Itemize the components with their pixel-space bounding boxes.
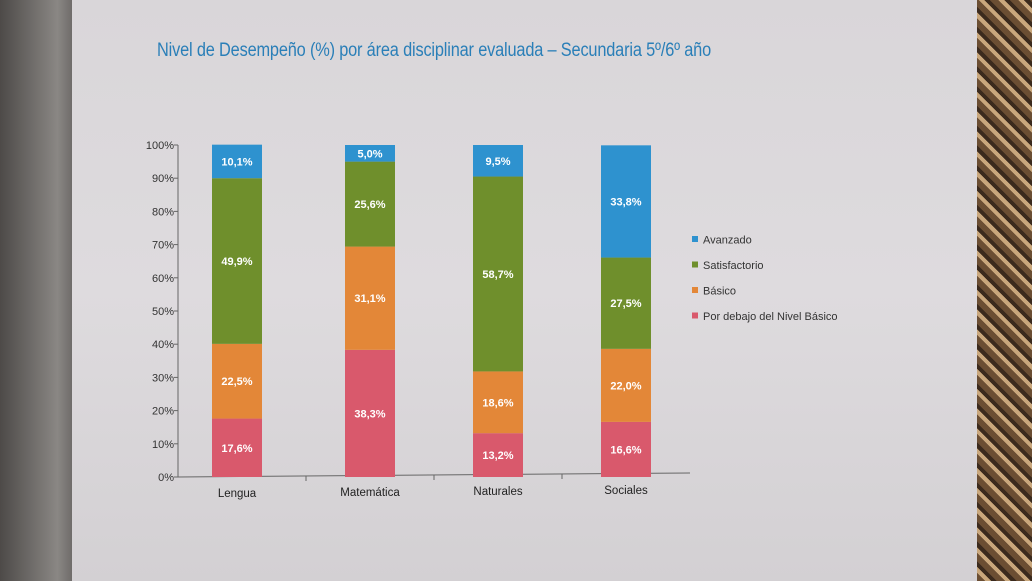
bar-segment: [473, 371, 523, 434]
bar-segment: [345, 161, 395, 247]
x-category-label: Sociales: [604, 485, 648, 497]
bar-segment: [473, 145, 523, 177]
data-label: 18,6%: [482, 397, 513, 409]
bar-segment: [345, 246, 395, 350]
data-label: 27,5%: [610, 298, 641, 310]
data-label: 31,1%: [354, 293, 385, 305]
legend-label: Satisfactorio: [703, 260, 764, 272]
y-tick-label: 0%: [158, 472, 174, 484]
bar-segment: [212, 343, 262, 419]
data-label: 22,5%: [221, 376, 252, 388]
y-tick-label: 70%: [152, 240, 174, 252]
y-tick-label: 60%: [152, 273, 174, 285]
data-label: 22,0%: [610, 380, 641, 392]
data-label: 33,8%: [610, 196, 641, 208]
data-label: 58,7%: [482, 269, 513, 281]
background-rug: [977, 0, 1032, 581]
data-label: 25,6%: [354, 199, 385, 211]
y-tick-label: 50%: [152, 306, 174, 318]
bar-segment: [601, 257, 651, 349]
legend-label: Básico: [703, 286, 736, 298]
bar-segment: [601, 421, 651, 477]
data-label: 10,1%: [221, 156, 252, 168]
legend-swatch: [692, 236, 698, 242]
bar-segment: [212, 178, 262, 344]
bar-segment: [345, 145, 395, 162]
bar-segment: [473, 433, 523, 477]
y-tick-label: 100%: [146, 140, 174, 152]
bar-segment: [345, 349, 395, 477]
bar-segment: [212, 418, 262, 477]
x-category-label: Matemática: [340, 487, 400, 499]
x-category-label: Naturales: [473, 486, 522, 498]
y-tick-label: 30%: [152, 372, 174, 384]
data-label: 9,5%: [485, 156, 510, 168]
y-tick-label: 10%: [152, 439, 174, 451]
legend-swatch: [692, 312, 698, 319]
left-page-edge: [0, 0, 72, 581]
data-label: 13,2%: [482, 450, 513, 462]
y-tick-label: 80%: [152, 206, 174, 218]
y-tick-label: 40%: [152, 339, 174, 351]
data-label: 38,3%: [354, 408, 385, 420]
y-tick-label: 90%: [152, 173, 174, 185]
x-category-label: Lengua: [218, 488, 257, 500]
data-label: 16,6%: [610, 444, 641, 456]
data-label: 17,6%: [221, 443, 252, 455]
legend-swatch: [692, 287, 698, 293]
y-tick-label: 20%: [152, 406, 174, 418]
bar-segment: [212, 144, 262, 179]
legend-label: Por debajo del Nivel Básico: [703, 311, 838, 323]
data-label: 5,0%: [357, 148, 382, 160]
legend-swatch: [692, 261, 698, 268]
legend-label: Avanzado: [703, 235, 752, 247]
bar-segment: [601, 348, 651, 422]
chart-title: Nivel de Desempeño (%) por área discipli…: [157, 40, 712, 61]
data-label: 49,9%: [221, 256, 252, 268]
bar-segment: [473, 176, 523, 372]
bar-segment: [601, 145, 651, 258]
